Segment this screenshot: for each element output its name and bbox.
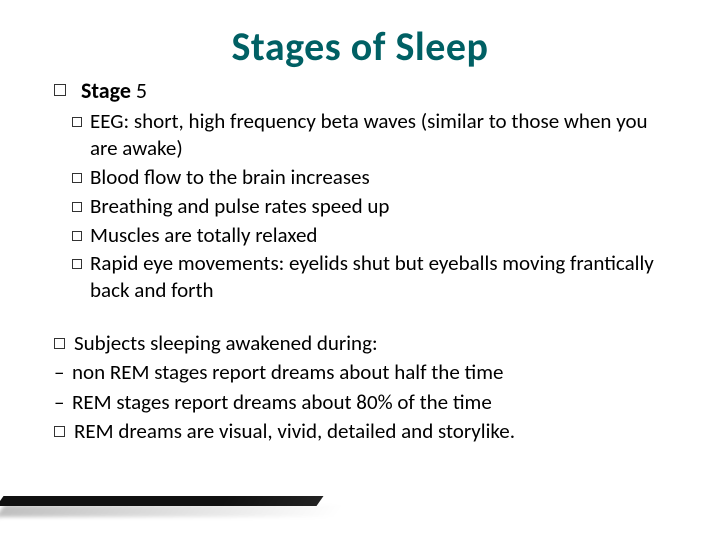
dash-item-text: non REM stages report dreams about half … [72, 359, 503, 385]
list-item: Rapid eye movements: eyelids shut but ey… [72, 250, 672, 304]
box-item-row: REM dreams are visual, vivid, detailed a… [54, 418, 672, 445]
dash-icon: – [54, 389, 68, 416]
subjects-lead: Subjects sleeping awakened during: [74, 330, 378, 356]
stage-bullet-list: EEG: short, high frequency beta waves (s… [72, 108, 672, 304]
dash-icon: – [54, 359, 68, 386]
square-bullet-icon [54, 338, 65, 349]
decoration-bar-dark [0, 496, 324, 506]
section-subjects: Subjects sleeping awakened during: –non … [54, 330, 672, 445]
dash-item-text: REM stages report dreams about 80% of th… [72, 389, 492, 415]
list-item: Breathing and pulse rates speed up [72, 193, 672, 220]
corner-decoration [0, 490, 360, 518]
stage-number: 5 [136, 77, 147, 104]
slide: Stages of Sleep Stage 5 EEG: short, high… [0, 0, 720, 540]
square-bullet-icon [54, 426, 65, 437]
list-item: EEG: short, high frequency beta waves (s… [72, 108, 672, 162]
dash-item-row: –REM stages report dreams about 80% of t… [54, 389, 672, 416]
stage-heading: Stage 5 [54, 77, 672, 104]
list-item: Blood flow to the brain increases [72, 164, 672, 191]
dash-item-row: –non REM stages report dreams about half… [54, 359, 672, 386]
stage-label: Stage [81, 77, 131, 104]
box-item-text: REM dreams are visual, vivid, detailed a… [74, 418, 515, 444]
list-item: Muscles are totally relaxed [72, 222, 672, 249]
decoration-shadow [0, 505, 344, 517]
subjects-lead-row: Subjects sleeping awakened during: [54, 330, 672, 357]
decoration-bar-white [0, 490, 202, 496]
square-bullet-icon [54, 84, 66, 96]
slide-title: Stages of Sleep [48, 22, 672, 71]
